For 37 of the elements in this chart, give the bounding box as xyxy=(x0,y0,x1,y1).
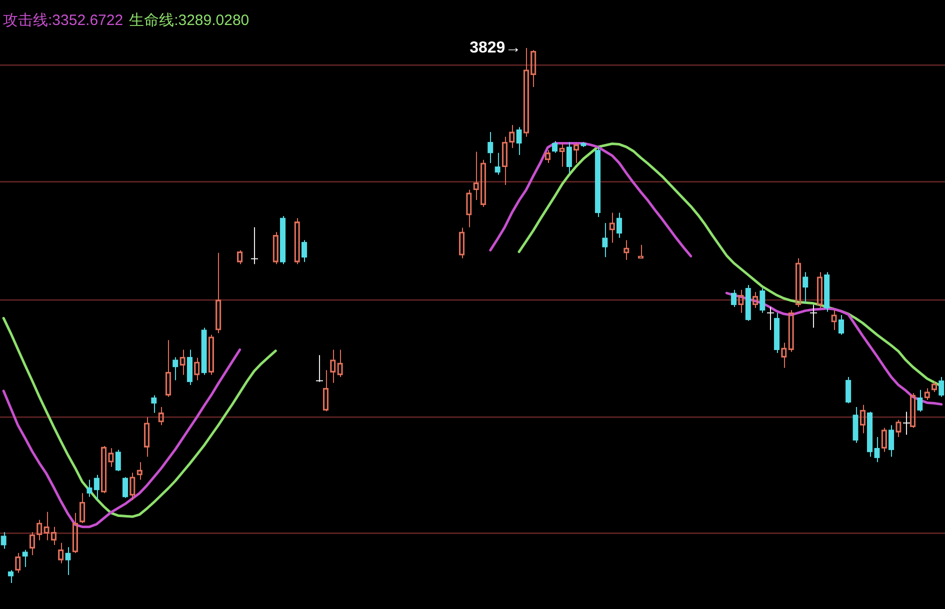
candlestick xyxy=(802,272,808,304)
candlestick xyxy=(602,222,608,258)
candlestick xyxy=(938,376,944,398)
text: 生命线:3289.0280 xyxy=(129,12,250,29)
candlestick xyxy=(760,288,766,314)
candlestick xyxy=(874,436,880,463)
candlestick xyxy=(0,532,6,550)
candlestick xyxy=(8,570,14,584)
candlestick xyxy=(22,549,28,568)
candlestick xyxy=(730,289,737,308)
candlestick xyxy=(280,215,286,265)
candlestick xyxy=(115,449,121,472)
candlestick xyxy=(65,546,71,576)
candlestick xyxy=(172,356,178,381)
candlestick xyxy=(917,389,923,412)
candlestick xyxy=(824,272,830,312)
annotation: 3829→ xyxy=(470,39,522,56)
candlestick xyxy=(151,394,157,414)
candlestick xyxy=(186,349,193,386)
candlestick xyxy=(488,131,494,164)
candlestick xyxy=(94,474,100,501)
candlestick xyxy=(838,314,844,336)
candlestick xyxy=(867,411,873,458)
candlestick xyxy=(846,376,852,404)
text: 攻击线:3352.6722 xyxy=(3,12,124,29)
candlestick xyxy=(516,126,522,156)
candlestick xyxy=(86,479,92,498)
candlestick xyxy=(594,146,601,218)
candlestick xyxy=(494,152,500,176)
candlestick xyxy=(201,327,207,376)
candlestick xyxy=(566,142,572,174)
candlestick xyxy=(301,240,308,262)
candlestick xyxy=(774,312,780,354)
candlestick xyxy=(745,284,751,322)
candlestick xyxy=(616,212,622,238)
candlestick xyxy=(888,424,894,458)
candlestick xyxy=(852,406,858,444)
